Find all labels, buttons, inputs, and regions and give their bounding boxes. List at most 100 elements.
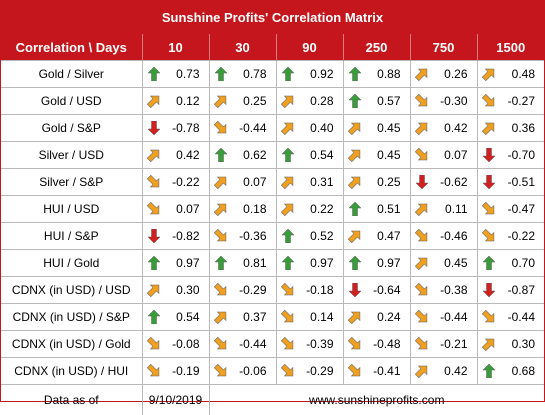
- correlation-value: -0.22: [172, 169, 199, 195]
- arrow-up-right-icon: [147, 94, 161, 108]
- correlation-value: 0.57: [377, 88, 400, 114]
- correlation-cell: -0.29: [209, 277, 276, 304]
- arrow-up-right-icon: [281, 202, 295, 216]
- website-link[interactable]: www.sunshineprofits.com: [209, 385, 544, 415]
- correlation-value: -0.44: [239, 115, 266, 141]
- pair-label: Gold / USD: [1, 88, 142, 115]
- arrow-down-right-icon: [281, 337, 295, 351]
- correlation-cell: 0.54: [276, 142, 343, 169]
- arrow-up-icon: [214, 256, 228, 270]
- arrow-down-right-icon: [214, 121, 228, 135]
- correlation-cell: -0.46: [410, 223, 477, 250]
- header-corner-label: Correlation \ Days: [1, 34, 142, 61]
- correlation-value: 0.97: [377, 250, 400, 276]
- matrix-title: Sunshine Profits' Correlation Matrix: [1, 1, 544, 34]
- correlation-cell: -0.22: [477, 223, 544, 250]
- correlation-value: -0.41: [373, 358, 400, 384]
- arrow-up-right-icon: [348, 229, 362, 243]
- correlation-cell: -0.62: [410, 169, 477, 196]
- correlation-cell: -0.44: [477, 304, 544, 331]
- correlation-cell: 0.07: [209, 169, 276, 196]
- correlation-value: 0.81: [243, 250, 266, 276]
- correlation-cell: 0.25: [209, 88, 276, 115]
- correlation-value: 0.70: [512, 250, 535, 276]
- correlation-cell: 0.47: [343, 223, 410, 250]
- arrow-up-icon: [214, 67, 228, 81]
- pair-label: CDNX (in USD) / Gold: [1, 331, 142, 358]
- arrow-down-right-icon: [147, 364, 161, 378]
- table-row: CDNX (in USD) / Gold-0.08-0.44-0.39-0.48…: [1, 331, 544, 358]
- arrow-down-right-icon: [147, 175, 161, 189]
- correlation-value: 0.30: [512, 331, 535, 357]
- correlation-value: 0.42: [176, 142, 199, 168]
- header-days: 750: [410, 34, 477, 61]
- correlation-value: -0.06: [239, 358, 266, 384]
- arrow-down-right-icon: [281, 310, 295, 324]
- correlation-cell: 0.97: [343, 250, 410, 277]
- correlation-cell: 0.81: [209, 250, 276, 277]
- arrow-down-icon: [482, 148, 496, 162]
- correlation-value: -0.78: [172, 115, 199, 141]
- arrow-up-icon: [214, 148, 228, 162]
- correlation-cell: -0.38: [410, 277, 477, 304]
- correlation-cell: 0.14: [276, 304, 343, 331]
- arrow-down-icon: [482, 175, 496, 189]
- correlation-value: -0.30: [440, 88, 467, 114]
- arrow-down-right-icon: [214, 337, 228, 351]
- correlation-value: 0.07: [243, 169, 266, 195]
- arrow-down-right-icon: [482, 94, 496, 108]
- correlation-value: 0.45: [444, 250, 467, 276]
- correlation-value: -0.38: [440, 277, 467, 303]
- correlation-cell: 0.37: [209, 304, 276, 331]
- pair-label: CDNX (in USD) / S&P: [1, 304, 142, 331]
- correlation-cell: 0.12: [142, 88, 209, 115]
- correlation-cell: 0.28: [276, 88, 343, 115]
- arrow-down-right-icon: [482, 229, 496, 243]
- correlation-value: -0.48: [373, 331, 400, 357]
- correlation-cell: 0.48: [477, 61, 544, 88]
- correlation-cell: 0.68: [477, 358, 544, 385]
- header-days: 1500: [477, 34, 544, 61]
- pair-label: HUI / Gold: [1, 250, 142, 277]
- arrow-down-right-icon: [482, 202, 496, 216]
- arrow-down-right-icon: [281, 283, 295, 297]
- correlation-cell: -0.41: [343, 358, 410, 385]
- correlation-value: -0.36: [239, 223, 266, 249]
- correlation-value: 0.52: [310, 223, 333, 249]
- data-date: 9/10/2019: [142, 385, 209, 415]
- data-as-of-label: Data as of: [1, 385, 142, 415]
- correlation-cell: -0.21: [410, 331, 477, 358]
- correlation-value: -0.62: [440, 169, 467, 195]
- correlation-cell: 0.24: [343, 304, 410, 331]
- correlation-cell: -0.30: [410, 88, 477, 115]
- correlation-value: -0.18: [306, 277, 333, 303]
- arrow-down-right-icon: [415, 148, 429, 162]
- arrow-up-right-icon: [214, 94, 228, 108]
- correlation-cell: -0.18: [276, 277, 343, 304]
- arrow-up-icon: [281, 229, 295, 243]
- correlation-cell: -0.27: [477, 88, 544, 115]
- correlation-cell: 0.07: [142, 196, 209, 223]
- correlation-cell: 0.40: [276, 115, 343, 142]
- correlation-value: -0.44: [239, 331, 266, 357]
- correlation-cell: 0.51: [343, 196, 410, 223]
- correlation-value: -0.87: [508, 277, 535, 303]
- correlation-cell: 0.22: [276, 196, 343, 223]
- correlation-value: 0.36: [512, 115, 535, 141]
- arrow-up-icon: [147, 67, 161, 81]
- arrow-up-right-icon: [147, 148, 161, 162]
- pair-label: Silver / S&P: [1, 169, 142, 196]
- arrow-up-icon: [348, 67, 362, 81]
- correlation-value: -0.47: [508, 196, 535, 222]
- arrow-up-right-icon: [348, 175, 362, 189]
- correlation-value: -0.82: [172, 223, 199, 249]
- correlation-matrix-widget: Sunshine Profits' Correlation Matrix Cor…: [0, 0, 545, 402]
- correlation-value: 0.68: [512, 358, 535, 384]
- correlation-cell: -0.78: [142, 115, 209, 142]
